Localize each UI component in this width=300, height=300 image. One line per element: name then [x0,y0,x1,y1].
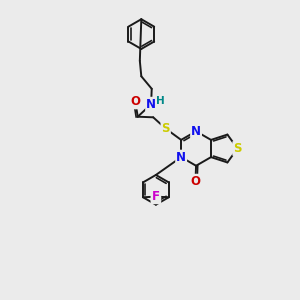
Text: O: O [130,95,140,108]
Text: F: F [152,190,160,203]
Text: N: N [146,98,156,111]
Text: N: N [191,125,201,138]
Text: F: F [152,190,160,203]
Text: S: S [233,142,242,155]
Text: H: H [156,96,165,106]
Text: O: O [190,175,200,188]
Text: S: S [161,122,170,135]
Text: N: N [176,151,186,164]
